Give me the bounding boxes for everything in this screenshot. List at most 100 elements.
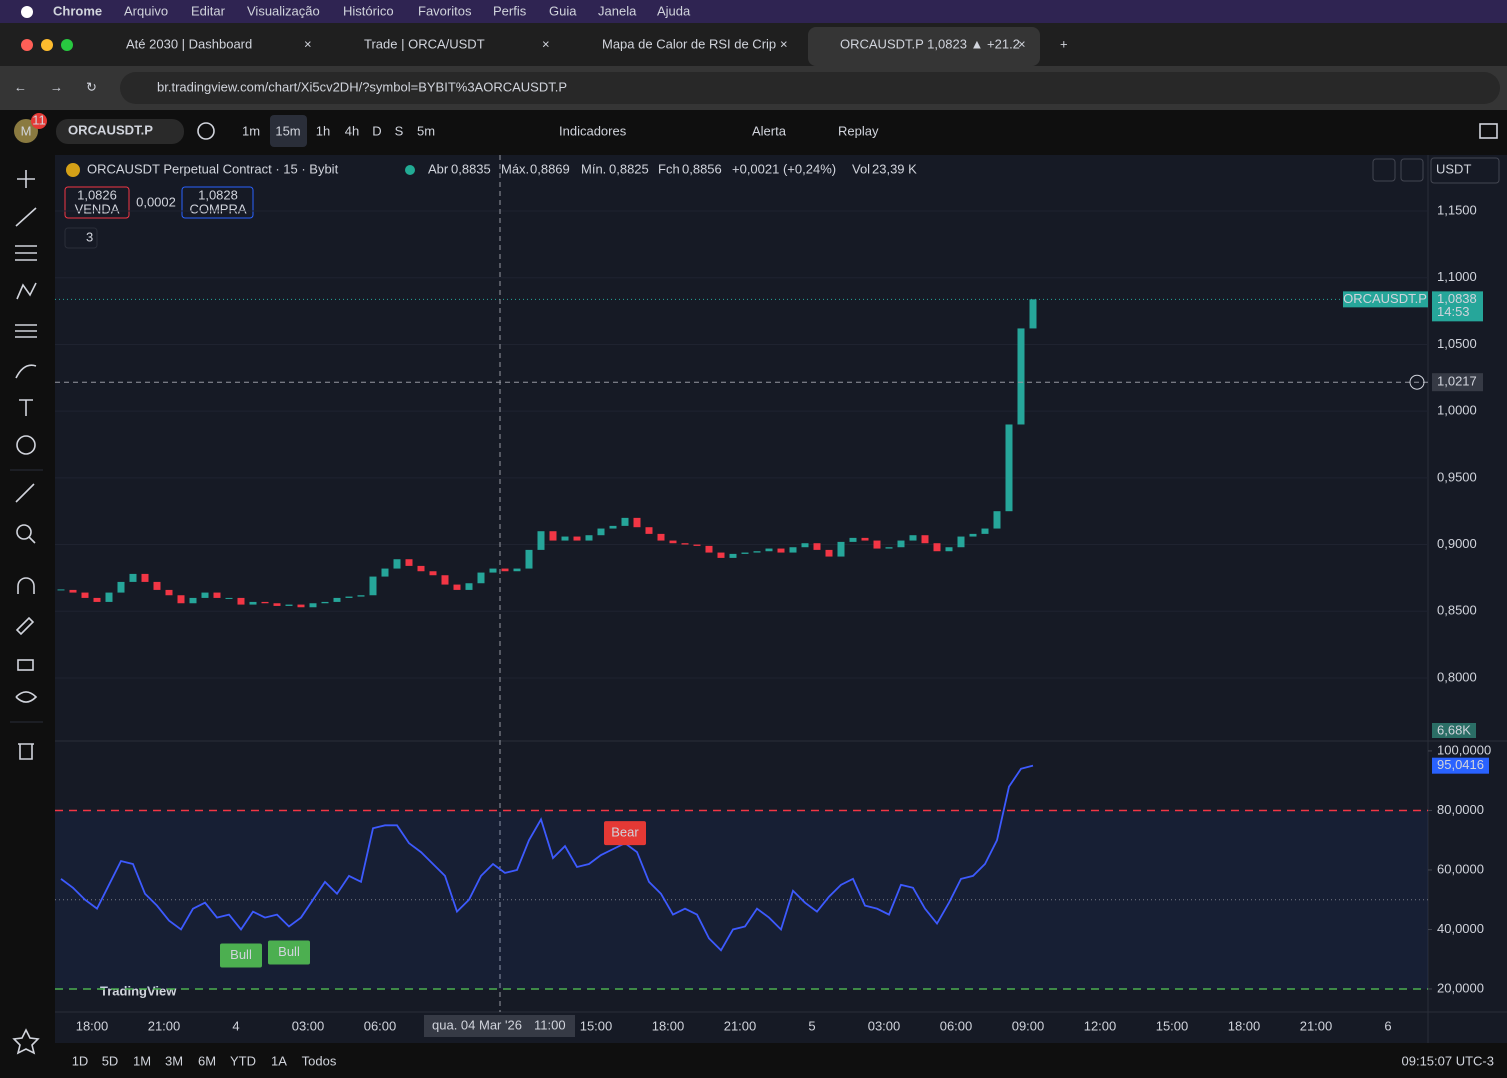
- crosshair-label: 1,0217: [1437, 374, 1477, 389]
- price-tick-label: 1,1000: [1437, 269, 1477, 284]
- rsi-line: [60, 764, 1034, 952]
- interval[interactable]: 1h: [316, 123, 330, 138]
- layout[interactable]: [1479, 123, 1498, 139]
- interval[interactable]: D: [372, 123, 381, 138]
- interval[interactable]: 15m: [275, 123, 300, 138]
- active-tab: [808, 27, 1040, 66]
- range-button[interactable]: 1A: [271, 1053, 287, 1068]
- sell-button[interactable]: [64, 186, 130, 219]
- interval[interactable]: 4h: [345, 123, 359, 138]
- range-button[interactable]: 1M: [133, 1053, 151, 1068]
- candle: [453, 584, 461, 590]
- tab-close[interactable]: ×: [780, 36, 788, 51]
- apple-logo[interactable]: [21, 6, 33, 18]
- rsi-value-tag: [1432, 757, 1489, 774]
- address[interactable]: br.tradingview.com/chart/Xi5cv2DH/?symbo…: [157, 79, 567, 94]
- forward[interactable]: →: [50, 79, 63, 94]
- indicators[interactable]: Indicadores: [559, 123, 627, 138]
- menu-bar: [0, 0, 1507, 23]
- menu-item[interactable]: Janela: [598, 3, 637, 18]
- menu-item[interactable]: Favoritos: [418, 3, 472, 18]
- price-tick-label: 1,0000: [1437, 403, 1477, 418]
- collapse-button[interactable]: [64, 227, 98, 249]
- reset[interactable]: [1400, 158, 1424, 182]
- range-button[interactable]: 6M: [198, 1053, 216, 1068]
- countdown: 14:53: [1437, 304, 1470, 319]
- sell-label[interactable]: VENDA: [75, 201, 120, 216]
- menu-item[interactable]: Perfis: [493, 3, 527, 18]
- chart-area: [55, 155, 1507, 1043]
- clock[interactable]: 09:15:07 UTC-3: [1402, 1053, 1495, 1068]
- time-tick-label: 5: [808, 1018, 815, 1033]
- candle: [957, 536, 965, 548]
- menu-item[interactable]: Guia: [549, 3, 577, 18]
- buy-button[interactable]: [181, 186, 254, 219]
- replay[interactable]: Replay: [838, 123, 879, 138]
- new-tab[interactable]: +: [1060, 36, 1068, 51]
- tab-title[interactable]: ORCAUSDT.P 1,0823 ▲ +21.2: [840, 36, 1020, 51]
- reload[interactable]: ↻: [86, 79, 97, 94]
- range-button[interactable]: 1D: [72, 1053, 89, 1068]
- currency[interactable]: USDT: [1436, 161, 1471, 176]
- menu-item[interactable]: Visualização: [247, 3, 320, 18]
- compare[interactable]: [197, 122, 215, 140]
- tab-title[interactable]: Mapa de Calor de RSI de Crip: [602, 36, 776, 51]
- tab-title[interactable]: Até 2030 | Dashboard: [126, 36, 252, 51]
- menu-item[interactable]: Arquivo: [124, 3, 168, 18]
- toolbar-symbol[interactable]: ORCAUSDT.P: [68, 122, 153, 137]
- left-toolbar: [0, 153, 53, 1045]
- tab-close[interactable]: ×: [304, 36, 312, 51]
- drawing-tools[interactable]: [12, 170, 40, 1055]
- tab-title[interactable]: Trade | ORCA/USDT: [364, 36, 485, 51]
- candle: [909, 535, 917, 541]
- scroll-down[interactable]: [1372, 158, 1396, 182]
- signal-bear: [604, 821, 646, 846]
- time-tick-label: 15:00: [1156, 1018, 1189, 1033]
- address-field[interactable]: [120, 72, 1500, 104]
- buy-label[interactable]: COMPRA: [189, 201, 246, 216]
- range-button[interactable]: Todos: [302, 1053, 337, 1068]
- range-button[interactable]: 5D: [102, 1053, 119, 1068]
- sell-price[interactable]: 1,0826: [77, 187, 117, 202]
- range-button[interactable]: YTD: [230, 1053, 256, 1068]
- interval[interactable]: 1m: [242, 123, 260, 138]
- currency-select[interactable]: [1430, 157, 1500, 184]
- menu-item[interactable]: Histórico: [343, 3, 394, 18]
- candle: [285, 604, 293, 606]
- zoom-window[interactable]: [61, 39, 73, 51]
- close-window[interactable]: [21, 39, 33, 51]
- alert[interactable]: Alerta: [752, 123, 787, 138]
- market-status: [405, 165, 415, 175]
- time-tick-label: 09:00: [1012, 1018, 1045, 1033]
- range-button[interactable]: 3M: [165, 1053, 183, 1068]
- interval[interactable]: 5m: [417, 123, 435, 138]
- collapsed-count[interactable]: 3: [86, 229, 93, 244]
- notification-badge: 11: [32, 112, 46, 127]
- minimize-window[interactable]: [41, 39, 53, 51]
- menu-item[interactable]: Ajuda: [657, 3, 691, 18]
- candle: [57, 589, 65, 591]
- buy-price[interactable]: 1,0828: [198, 187, 238, 202]
- menu-item[interactable]: Editar: [191, 3, 226, 18]
- price-tick-label: 1,1500: [1437, 202, 1477, 217]
- candle: [669, 540, 677, 544]
- symbol-search[interactable]: [56, 119, 184, 144]
- spread: 0,0002: [136, 194, 176, 209]
- rsi-tick-label: 100,0000: [1437, 742, 1491, 757]
- tab-close[interactable]: ×: [1018, 36, 1026, 51]
- candle: [105, 592, 113, 602]
- candle: [213, 592, 221, 598]
- tab-close[interactable]: ×: [542, 36, 550, 51]
- candle: [369, 576, 377, 596]
- menu-app[interactable]: Chrome: [53, 3, 102, 18]
- time-tick-label: 21:00: [724, 1018, 757, 1033]
- add-alert[interactable]: [1409, 374, 1425, 390]
- back[interactable]: ←: [14, 79, 27, 94]
- price-tick-label: 0,8000: [1437, 669, 1477, 684]
- interval[interactable]: S: [395, 123, 404, 138]
- avatar[interactable]: [14, 119, 38, 143]
- legend-vol: 23,39 K: [872, 161, 917, 176]
- candle: [69, 589, 77, 593]
- candle: [405, 559, 413, 566]
